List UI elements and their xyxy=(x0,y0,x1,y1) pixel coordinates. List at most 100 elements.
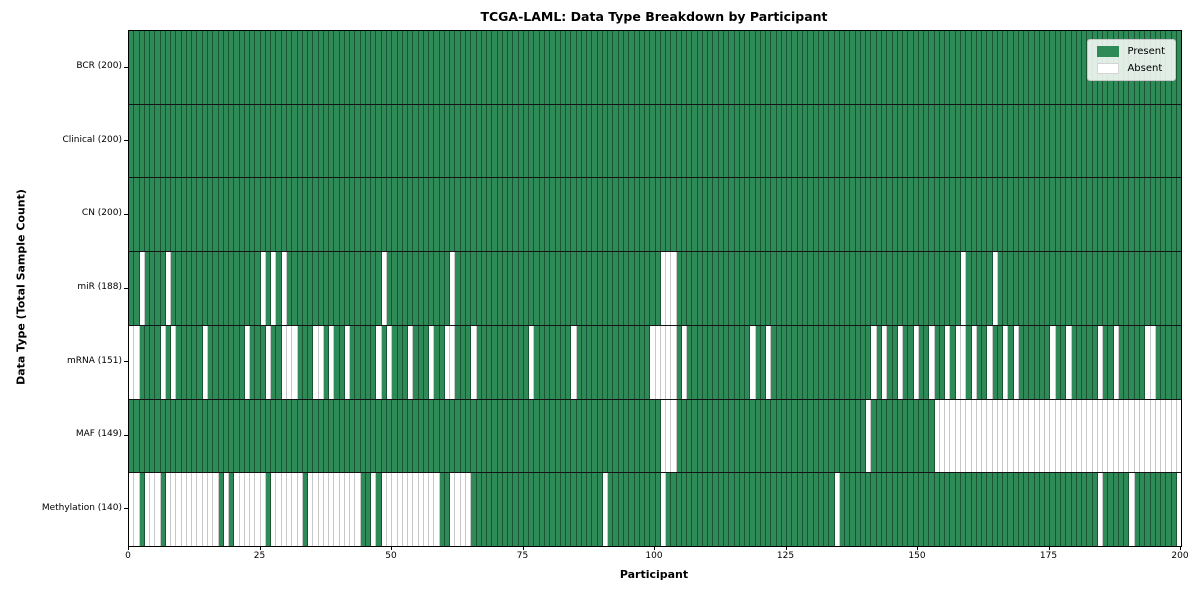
cell-mRNA-p131 xyxy=(818,325,825,399)
cell-Clinical-p12 xyxy=(192,104,198,178)
cell-mRNA-p59 xyxy=(439,325,445,399)
cell-MAF-p108 xyxy=(697,399,703,473)
cell-CN-p35 xyxy=(313,178,319,252)
cell-BCR-p171 xyxy=(1029,31,1035,104)
cell-mRNA-p102 xyxy=(666,325,672,399)
cell-miR-p177 xyxy=(1061,252,1067,325)
cell-Clinical-p56 xyxy=(423,104,430,178)
cell-mRNA-p121 xyxy=(766,325,772,399)
cell-CN-p175 xyxy=(1050,178,1056,252)
cell-mRNA-p146 xyxy=(897,325,904,399)
cell-Clinical-p98 xyxy=(645,104,651,178)
cell-MAF-p100 xyxy=(655,399,661,473)
cell-mRNA-p87 xyxy=(587,325,593,399)
cell-MAF-p76 xyxy=(529,399,535,473)
cell-CN-p68 xyxy=(487,178,493,252)
cell-CN-p45 xyxy=(365,178,372,252)
x-axis-label: Participant xyxy=(619,568,689,581)
cell-Clinical-p40 xyxy=(339,104,345,178)
cell-CN-p92 xyxy=(613,178,619,252)
cell-BCR-p80 xyxy=(550,31,556,104)
cell-BCR-p20 xyxy=(234,31,240,104)
cell-Methylation-p133 xyxy=(829,473,835,547)
cell-Clinical-p84 xyxy=(571,104,577,178)
cell-CN-p89 xyxy=(597,178,603,252)
cell-MAF-p75 xyxy=(523,399,530,473)
cell-Methylation-p26 xyxy=(265,473,272,547)
cell-MAF-p39 xyxy=(334,399,340,473)
cell-miR-p199 xyxy=(1176,252,1182,325)
cell-BCR-p121 xyxy=(766,31,772,104)
x-tick-label-175: 175 xyxy=(1039,551,1058,561)
cell-Clinical-p63 xyxy=(460,104,466,178)
cell-miR-p108 xyxy=(697,252,703,325)
cell-mRNA-p114 xyxy=(729,325,735,399)
cell-miR-p132 xyxy=(824,252,830,325)
cell-CN-p171 xyxy=(1029,178,1035,252)
cell-BCR-p51 xyxy=(397,31,403,104)
cell-mRNA-p82 xyxy=(560,325,567,399)
cell-miR-p104 xyxy=(676,252,682,325)
cell-MAF-p26 xyxy=(265,399,272,473)
cell-mRNA-p78 xyxy=(539,325,545,399)
cell-Methylation-p66 xyxy=(476,473,482,547)
datatype-row-Methylation xyxy=(129,473,1182,547)
cell-CN-p19 xyxy=(229,178,235,252)
cell-mRNA-p164 xyxy=(992,325,998,399)
cell-BCR-p145 xyxy=(892,31,898,104)
cell-mRNA-p36 xyxy=(318,325,324,399)
cell-Methylation-p79 xyxy=(544,473,551,547)
cell-mRNA-p113 xyxy=(724,325,730,399)
cell-Clinical-p195 xyxy=(1155,104,1162,178)
cell-MAF-p41 xyxy=(344,399,351,473)
cell-MAF-p149 xyxy=(913,399,919,473)
cell-BCR-p10 xyxy=(181,31,187,104)
cell-Methylation-p155 xyxy=(945,473,951,547)
cell-CN-p190 xyxy=(1129,178,1135,252)
cell-MAF-p30 xyxy=(286,399,293,473)
cell-CN-p18 xyxy=(223,178,230,252)
cell-MAF-p146 xyxy=(897,399,904,473)
cell-BCR-p48 xyxy=(381,31,388,104)
cell-Methylation-p176 xyxy=(1055,473,1062,547)
cell-Clinical-p41 xyxy=(344,104,351,178)
cell-Clinical-p185 xyxy=(1103,104,1109,178)
cell-Clinical-p27 xyxy=(271,104,277,178)
cell-BCR-p142 xyxy=(876,31,882,104)
x-tick-mark-200 xyxy=(1180,546,1181,550)
cell-Methylation-p14 xyxy=(202,473,208,547)
cell-miR-p28 xyxy=(276,252,282,325)
cell-miR-p40 xyxy=(339,252,345,325)
cell-Methylation-p87 xyxy=(587,473,593,547)
cell-MAF-p45 xyxy=(365,399,372,473)
cell-Methylation-p157 xyxy=(955,473,961,547)
cell-MAF-p101 xyxy=(660,399,667,473)
cell-Methylation-p70 xyxy=(497,473,503,547)
cell-mRNA-p103 xyxy=(671,325,677,399)
cell-miR-p196 xyxy=(1161,252,1167,325)
cell-CN-p86 xyxy=(581,178,588,252)
cell-CN-p41 xyxy=(344,178,351,252)
cell-mRNA-p196 xyxy=(1161,325,1167,399)
cell-CN-p72 xyxy=(508,178,514,252)
cell-CN-p180 xyxy=(1076,178,1083,252)
cell-mRNA-p177 xyxy=(1061,325,1067,399)
cell-BCR-p137 xyxy=(850,31,856,104)
cell-MAF-p121 xyxy=(766,399,772,473)
cell-MAF-p169 xyxy=(1018,399,1025,473)
cell-BCR-p37 xyxy=(323,31,330,104)
cell-mRNA-p128 xyxy=(803,325,809,399)
cell-Clinical-p48 xyxy=(381,104,388,178)
cell-miR-p109 xyxy=(702,252,709,325)
x-tick-mark-50 xyxy=(391,546,392,550)
cell-Methylation-p145 xyxy=(892,473,898,547)
cell-BCR-p164 xyxy=(992,31,998,104)
cell-CN-p9 xyxy=(176,178,182,252)
cell-Clinical-p199 xyxy=(1176,104,1182,178)
cell-BCR-p108 xyxy=(697,31,703,104)
cell-Clinical-p32 xyxy=(297,104,303,178)
cell-MAF-p53 xyxy=(408,399,414,473)
cell-CN-p56 xyxy=(423,178,430,252)
cell-BCR-p3 xyxy=(144,31,151,104)
x-tick-label-200: 200 xyxy=(1171,551,1189,561)
